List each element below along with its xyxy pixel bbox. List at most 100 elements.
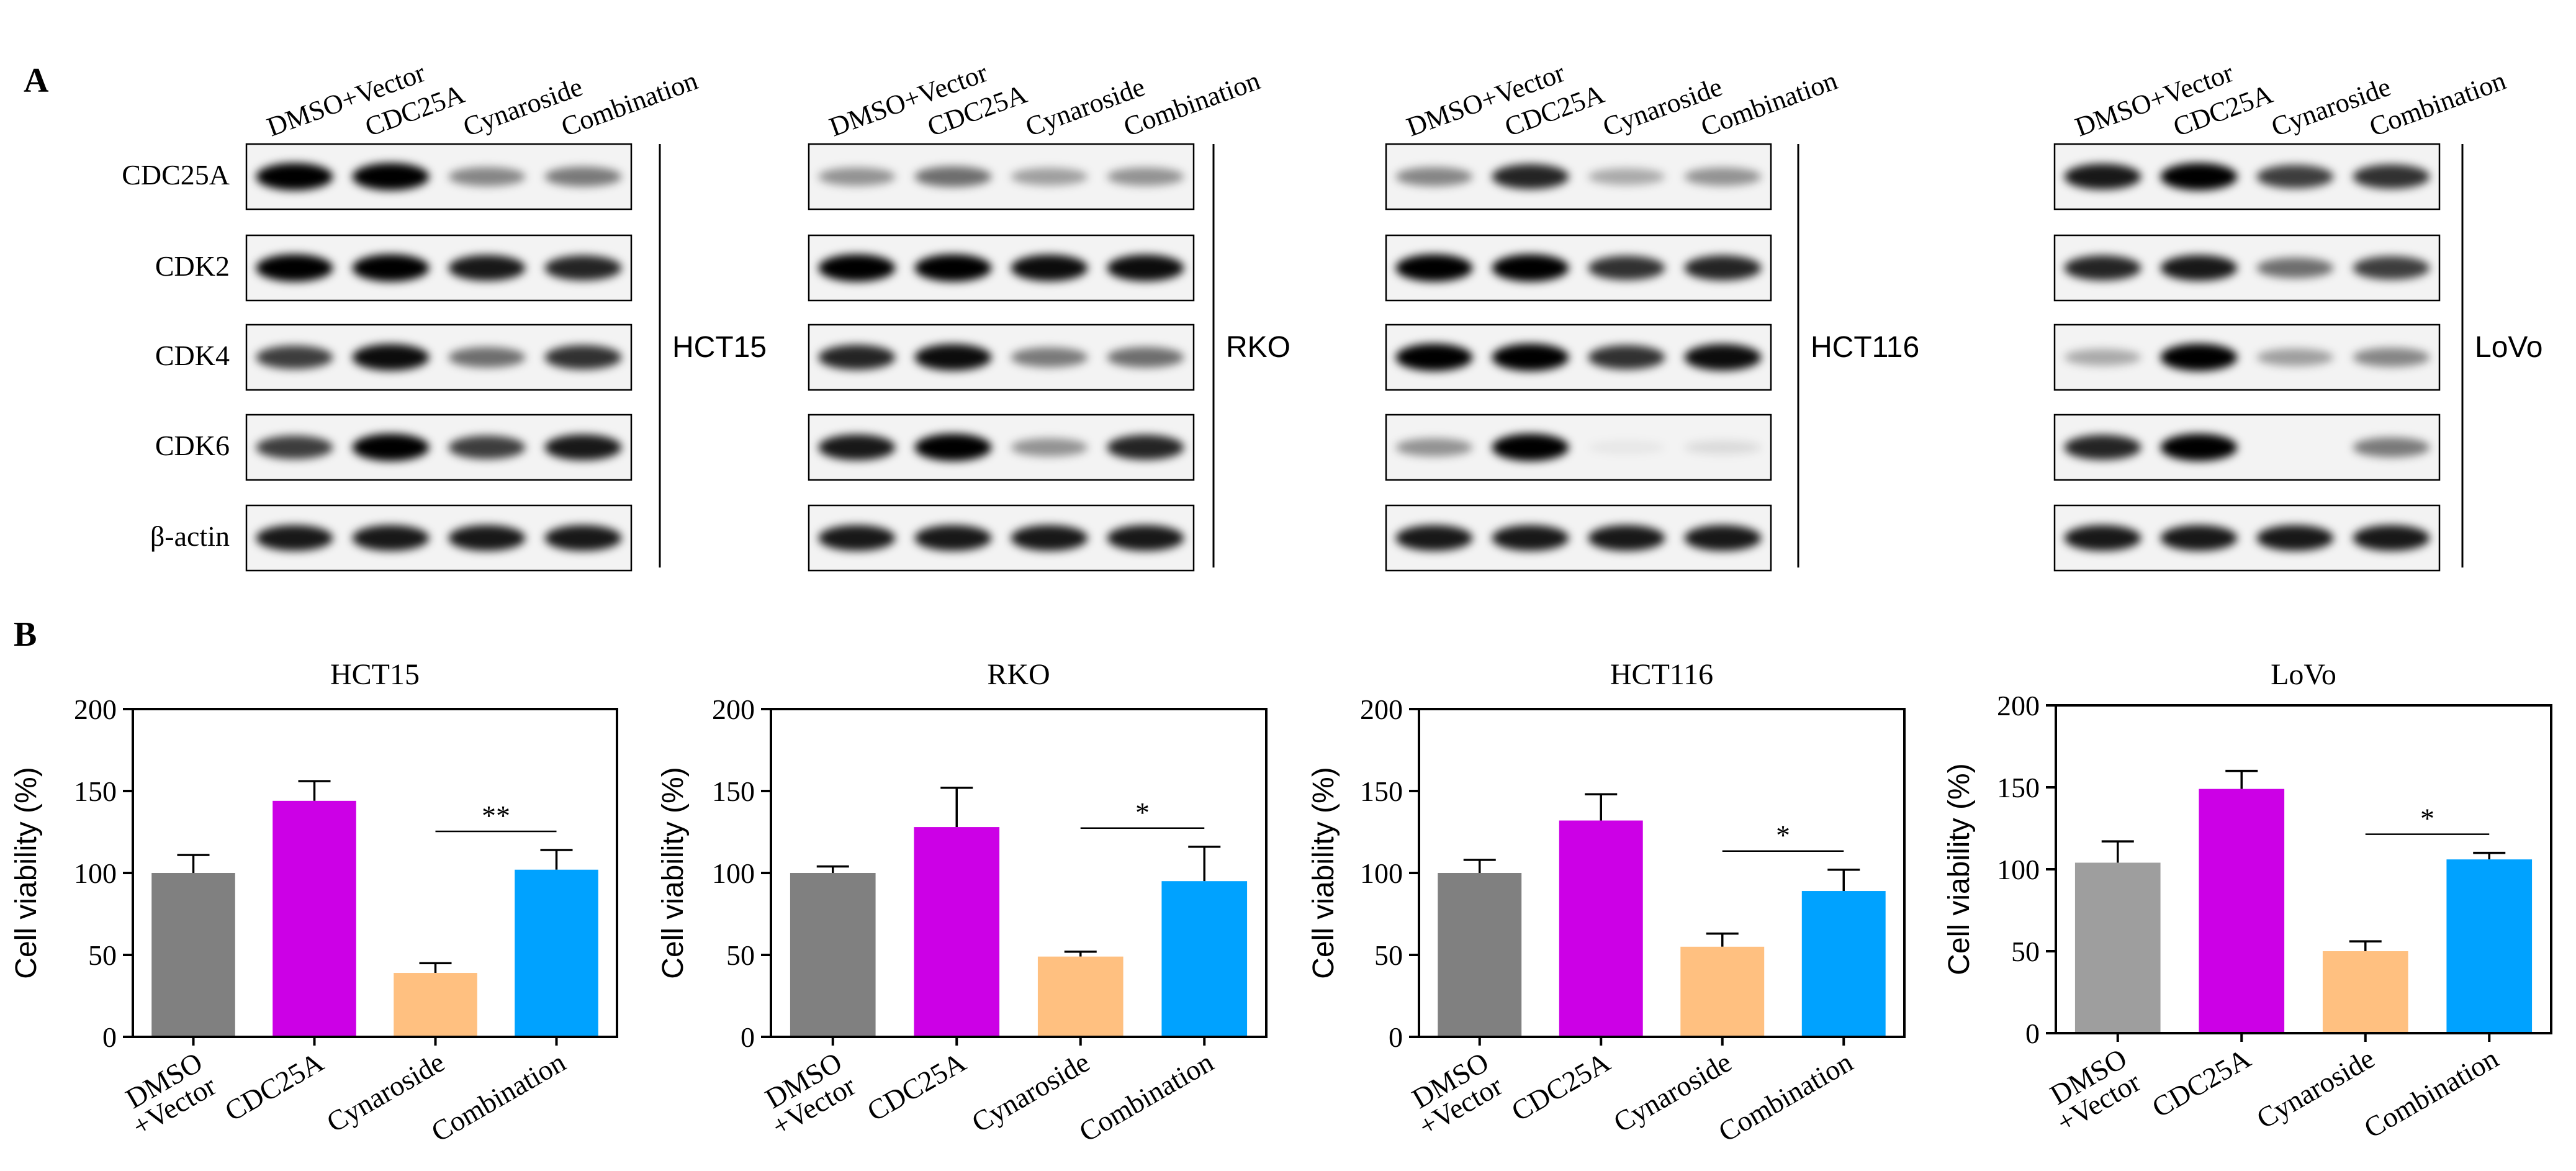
blot-band (1011, 438, 1088, 457)
blot-band (544, 166, 622, 187)
blot-band (2160, 525, 2238, 551)
blot-band (352, 525, 430, 551)
chart-title: HCT15 (330, 658, 420, 691)
y-axis-label: Cell viability (%) (1943, 763, 1976, 975)
y-tick-label: 100 (1360, 857, 1403, 889)
protein-label-cdc25a: CDC25A (122, 159, 230, 191)
chart-title: HCT116 (1610, 658, 1713, 691)
blot-band (352, 163, 430, 191)
x-tick-label-line: Combination (2359, 1042, 2504, 1144)
protein-label-cdk6: CDK6 (155, 430, 230, 461)
blot-band (544, 255, 622, 281)
blot-band (818, 434, 896, 461)
y-tick-label: 100 (712, 857, 755, 889)
bar-chart-rko: RKO 0 50 100 150 200 Cell viability (%) DMSO+Ve… (657, 658, 1268, 1148)
blot-band (2160, 255, 2238, 281)
blot-band (2064, 348, 2141, 366)
x-tick-label-line: CDC25A (1506, 1046, 1615, 1127)
blot-band (2256, 525, 2334, 551)
blot-band (544, 525, 622, 551)
blot-band (1684, 525, 1762, 551)
y-tick-label: 200 (74, 694, 117, 725)
x-tick-label-combination: Combination (1074, 1046, 1219, 1147)
y-tick-label: 0 (102, 1021, 117, 1053)
blot-band (1684, 255, 1762, 281)
blot-band (448, 346, 526, 368)
blot-band (2064, 163, 2141, 190)
blot-band (1107, 255, 1184, 281)
blot-band (1492, 525, 1569, 551)
blot-band (544, 345, 622, 370)
blot-block-lovo: DMSO+VectorCDC25ACynarosideCombinationLo… (2053, 57, 2542, 572)
blot-band (1492, 254, 1569, 282)
x-tick-label-line: Combination (1074, 1046, 1219, 1147)
blot-band (2353, 164, 2430, 189)
blot-band (1395, 438, 1473, 457)
blot-band (2160, 343, 2238, 371)
x-tick-label-dmso-vector: DMSO+Vector (114, 1046, 222, 1142)
blot-block-rko: DMSO+VectorCDC25ACynarosideCombinationRK… (808, 57, 1290, 572)
blot-band (914, 525, 992, 551)
y-axis-label: Cell viability (%) (657, 767, 690, 979)
y-axis-label: Cell viability (%) (10, 767, 43, 979)
y-tick-label: 200 (1360, 694, 1403, 725)
blot-band (818, 254, 896, 282)
x-tick-label-line: Combination (426, 1046, 571, 1147)
blot-block-hct15: DMSO+VectorCDC25ACynarosideCombinationCD… (122, 57, 767, 572)
bar-cdc25a (272, 800, 356, 1037)
x-tick-label-line: CDC25A (862, 1046, 971, 1127)
significance-marker: * (1776, 820, 1790, 851)
western-blot-panel: DMSO+VectorCDC25ACynarosideCombinationCD… (122, 57, 2542, 572)
blot-band (818, 167, 896, 186)
blot-band (544, 434, 622, 461)
blot-band (1395, 343, 1473, 371)
x-tick-label-line: Combination (1713, 1046, 1858, 1147)
blot-band (256, 525, 333, 551)
bar-cynaroside (1037, 956, 1124, 1037)
y-tick-label: 200 (1997, 690, 2040, 721)
y-tick-label: 100 (74, 857, 117, 889)
blot-band (1395, 254, 1473, 282)
blot-band (1011, 347, 1088, 368)
blot-band (2256, 257, 2334, 279)
blot-block-hct116: DMSO+VectorCDC25ACynarosideCombinationHC… (1385, 57, 1919, 572)
y-tick-label: 150 (712, 775, 755, 807)
chart-title: LoVo (2271, 658, 2336, 691)
blot-band (1492, 343, 1569, 371)
y-tick-label: 0 (2025, 1018, 2040, 1049)
blot-band (1107, 167, 1184, 186)
bar-combination (2446, 859, 2533, 1033)
blot-band (2064, 255, 2141, 281)
blot-band (448, 255, 526, 281)
blot-band (2160, 433, 2238, 461)
x-tick-label-combination: Combination (426, 1046, 571, 1147)
x-tick-label-line: CDC25A (219, 1046, 328, 1127)
significance-marker: * (2420, 803, 2434, 834)
lane-label-combination: Combination (557, 65, 702, 143)
panel-b-label: B (14, 615, 37, 654)
x-tick-label-cdc25a: CDC25A (862, 1046, 971, 1127)
x-tick-label-dmso-vector: DMSO+Vector (1400, 1046, 1508, 1142)
blot-band (1107, 435, 1184, 460)
blot-band (914, 433, 992, 461)
bar-dmso-vector (1438, 873, 1522, 1037)
blot-band (2256, 348, 2334, 366)
bar-dmso-vector (2074, 862, 2161, 1033)
blot-band (914, 254, 992, 282)
bar-combination (1161, 881, 1248, 1037)
blot-band (256, 163, 333, 191)
protein-label-cdk4: CDK4 (155, 340, 230, 371)
blot-band (914, 344, 992, 371)
bar-combination (1801, 891, 1886, 1037)
chart-title: RKO (987, 658, 1050, 691)
y-tick-label: 0 (741, 1021, 755, 1053)
blot-band (1684, 440, 1762, 454)
y-tick-label: 150 (1997, 772, 2040, 803)
blot-band (1684, 344, 1762, 371)
significance-marker: * (1135, 797, 1150, 828)
blot-band (2064, 435, 2141, 460)
bar-cdc25a (1559, 820, 1643, 1037)
bar-cynaroside (2322, 951, 2408, 1033)
viability-charts: HCT15 0 50 100 150 200 Cell viability (%) DMSO+… (10, 658, 2552, 1148)
